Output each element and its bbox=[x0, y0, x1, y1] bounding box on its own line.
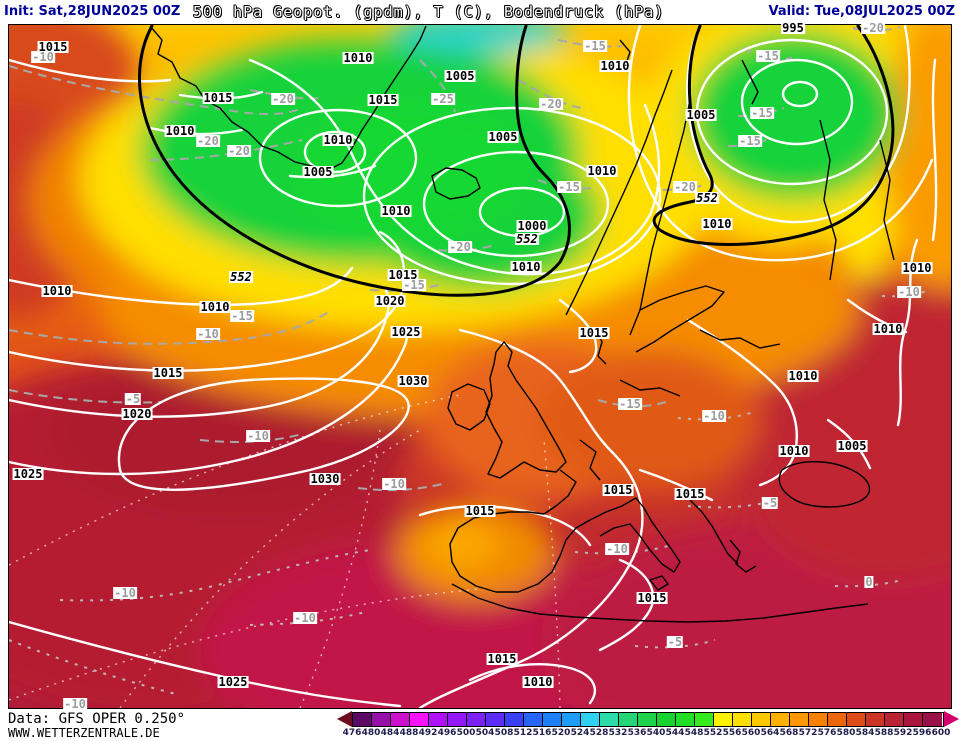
colorbar-tick-label: 580 bbox=[836, 728, 856, 738]
colorbar-segment bbox=[733, 713, 752, 726]
colorbar-tick-label: 588 bbox=[874, 728, 894, 738]
colorbar-left-arrow bbox=[337, 711, 352, 727]
colorbar-tick-label: 480 bbox=[361, 728, 381, 738]
geopotential-552-contours bbox=[138, 25, 895, 297]
colorbar-tick-label: 496 bbox=[437, 728, 457, 738]
colorbar-segment bbox=[619, 713, 638, 726]
colorbar-segment bbox=[828, 713, 847, 726]
valid-time-label: Valid: Tue,08JUL2025 00Z bbox=[768, 4, 955, 19]
map-canvas bbox=[8, 24, 952, 709]
colorbar-segment bbox=[448, 713, 467, 726]
colorbar-right-arrow bbox=[944, 711, 959, 727]
colorbar-tick-label: 528 bbox=[589, 728, 609, 738]
colorbar-tick-label: 508 bbox=[494, 728, 514, 738]
colorbar-segment bbox=[847, 713, 866, 726]
colorbar-segment bbox=[600, 713, 619, 726]
colorbar-segment bbox=[638, 713, 657, 726]
colorbar-tick-label: 520 bbox=[551, 728, 571, 738]
colorbar-segment bbox=[771, 713, 790, 726]
colorbar-segment bbox=[714, 713, 733, 726]
colorbar-segment bbox=[543, 713, 562, 726]
colorbar-segment bbox=[391, 713, 410, 726]
colorbar-segment bbox=[790, 713, 809, 726]
chart-title: 500 hPa Geopot. (gpdm), T (C), Bodendruc… bbox=[193, 3, 665, 21]
colorbar-tick-label: 524 bbox=[570, 728, 590, 738]
colorbar-tick-label: 564 bbox=[760, 728, 780, 738]
colorbar-segment bbox=[353, 713, 372, 726]
colorbar-segment bbox=[505, 713, 524, 726]
data-source-label: Data: GFS OPER 0.250° bbox=[8, 711, 186, 727]
colorbar-tick-label: 584 bbox=[855, 728, 875, 738]
colorbar-tick-label: 504 bbox=[475, 728, 495, 738]
colorbar-segment bbox=[809, 713, 828, 726]
colorbar-tick-label: 576 bbox=[817, 728, 837, 738]
colorbar-tick-label: 488 bbox=[399, 728, 419, 738]
colorbar-segment bbox=[410, 713, 429, 726]
colorbar-tick-label: 532 bbox=[608, 728, 628, 738]
colorbar-segment bbox=[752, 713, 771, 726]
colorbar-tick-label: 600 bbox=[931, 728, 951, 738]
colorbar-segment bbox=[923, 713, 942, 726]
colorbar-tick-label: 512 bbox=[513, 728, 533, 738]
colorbar-segment bbox=[467, 713, 486, 726]
colorbar-segment bbox=[372, 713, 391, 726]
colorbar-tick-label: 560 bbox=[741, 728, 761, 738]
colorbar-segment bbox=[486, 713, 505, 726]
colorbar-segments bbox=[352, 712, 944, 727]
colorbar-tick-label: 592 bbox=[893, 728, 913, 738]
colorbar-tick-label: 568 bbox=[779, 728, 799, 738]
colorbar-segment bbox=[866, 713, 885, 726]
graticule-lines bbox=[9, 394, 561, 708]
colorbar-tick-label: 572 bbox=[798, 728, 818, 738]
colorbar-tick-label: 500 bbox=[456, 728, 476, 738]
colorbar-segment bbox=[429, 713, 448, 726]
colorbar-segment bbox=[904, 713, 923, 726]
colorbar-tick-label: 484 bbox=[380, 728, 400, 738]
colorbar-segment bbox=[695, 713, 714, 726]
colorbar-segment bbox=[885, 713, 904, 726]
init-time-label: Init: Sat,28JUN2025 00Z bbox=[4, 4, 181, 19]
colorbar-tick-label: 476 bbox=[342, 728, 362, 738]
website-label: WWW.WETTERZENTRALE.DE bbox=[8, 726, 160, 740]
colorbar-segment bbox=[581, 713, 600, 726]
weather-map-graphic bbox=[9, 25, 951, 708]
colorbar-tick-label: 552 bbox=[703, 728, 723, 738]
colorbar-segment bbox=[562, 713, 581, 726]
colorbar-tick-label: 548 bbox=[684, 728, 704, 738]
colorbar-labels: 476 480 484 488 492 496 500 504 508 512 516 520 524 5… bbox=[343, 728, 959, 739]
colorbar-tick-label: 492 bbox=[418, 728, 438, 738]
colorbar-tick-label: 596 bbox=[912, 728, 932, 738]
colorbar-tick-label: 516 bbox=[532, 728, 552, 738]
header-bar: Init: Sat,28JUN2025 00Z 500 hPa Geopot. … bbox=[0, 0, 959, 24]
colorbar-tick-label: 544 bbox=[665, 728, 685, 738]
colorbar-segment bbox=[657, 713, 676, 726]
colorbar-tick-label: 540 bbox=[646, 728, 666, 738]
colorbar-tick-label: 536 bbox=[627, 728, 647, 738]
isobar-contours bbox=[9, 25, 938, 708]
colorbar-tick-label: 556 bbox=[722, 728, 742, 738]
colorbar-segment bbox=[524, 713, 543, 726]
colorbar-segment bbox=[676, 713, 695, 726]
